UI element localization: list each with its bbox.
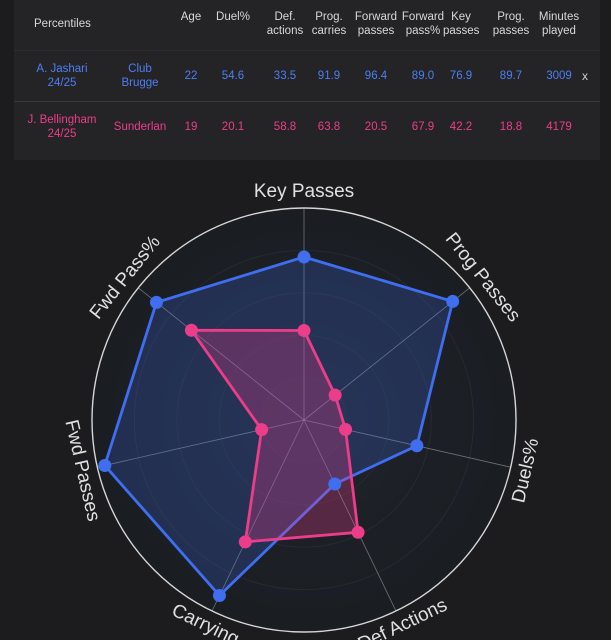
player-name: J. Bellingham 24/25 (27, 114, 97, 140)
stat-value: 42.2 (449, 121, 473, 133)
radar-outer-ring (91, 207, 517, 633)
data-point (149, 295, 163, 309)
stat-value: 89.0 (411, 70, 435, 82)
axis-label: Key Passes (254, 181, 354, 202)
data-point (351, 525, 365, 539)
stat-value: 18.8 (499, 121, 523, 133)
axis-spoke (211, 419, 305, 612)
table-row: A. Jashari 24/25 Club Brugge 22 54.6 33.5 91.… (14, 50, 600, 102)
data-point (184, 323, 198, 337)
stat-value: 22 (184, 70, 198, 82)
comparison-table: Percentiles Age Duel% Def. actions Prog. car… (14, 0, 600, 160)
column-header[interactable]: Prog. passes (492, 11, 530, 37)
data-point (297, 250, 311, 264)
column-header[interactable]: Forward passes (354, 11, 398, 37)
column-header[interactable]: Duel% (216, 11, 250, 23)
data-point (328, 388, 342, 402)
column-header[interactable]: Minutes played (538, 11, 580, 37)
stat-value: 20.5 (364, 121, 388, 133)
remove-player-button[interactable]: x (582, 69, 588, 83)
table-row: J. Bellingham 24/25 Sunderlan 19 20.1 58.8 63… (14, 102, 600, 152)
column-header[interactable]: Def. actions (266, 11, 304, 37)
column-header[interactable]: Key passes (443, 11, 480, 37)
axis-spoke (138, 287, 305, 421)
column-header[interactable]: Age (180, 11, 202, 23)
column-header[interactable]: Prog. carries (311, 11, 347, 37)
stat-value: 67.9 (411, 121, 435, 133)
stat-value: 63.8 (317, 121, 341, 133)
data-point (410, 439, 424, 453)
stat-value: 19 (184, 121, 198, 133)
club-name: Sunderlan (113, 121, 167, 133)
axis-spoke (303, 419, 397, 612)
stat-value: 89.7 (499, 70, 523, 82)
data-point (328, 477, 342, 491)
club-name: Club Brugge (121, 63, 159, 89)
axis-spoke (97, 419, 305, 468)
data-point (339, 422, 353, 436)
stat-value: 58.8 (273, 121, 297, 133)
stat-value: 76.9 (449, 70, 473, 82)
data-point (98, 458, 112, 472)
data-point (212, 589, 226, 603)
column-header[interactable]: Forward pass% (401, 11, 445, 37)
data-point (255, 423, 269, 437)
axis-spoke (303, 419, 511, 468)
stat-value: 20.1 (221, 121, 245, 133)
stat-value: 3009 (546, 70, 572, 82)
stat-value: 54.6 (221, 70, 245, 82)
player-name: A. Jashari 24/25 (36, 63, 88, 89)
stat-value: 96.4 (364, 70, 388, 82)
column-header[interactable]: Percentiles (34, 18, 91, 30)
stat-value: 91.9 (317, 70, 341, 82)
data-point (238, 535, 252, 549)
stat-value: 4179 (546, 121, 572, 133)
stat-value: 33.5 (273, 70, 297, 82)
data-point (297, 324, 311, 338)
data-point (446, 294, 460, 308)
